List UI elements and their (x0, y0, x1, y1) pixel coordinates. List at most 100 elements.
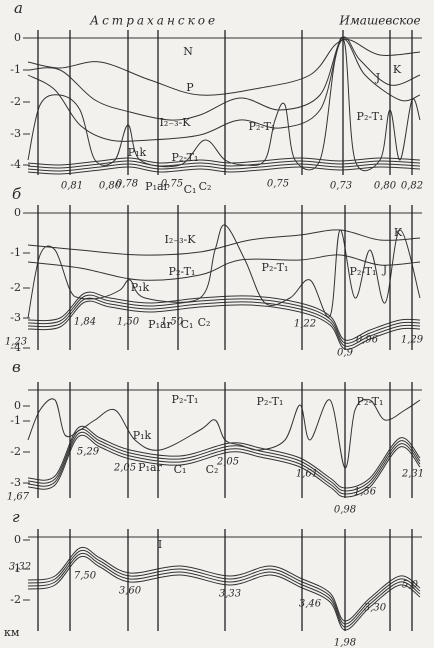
depth-tick-label: -2 (10, 281, 21, 294)
layer-label: C₂ (199, 180, 212, 193)
locality: Астраханское (89, 14, 218, 28)
well-value: 2,05 (216, 457, 239, 468)
well-value: 2,31 (401, 469, 424, 480)
base-horizon (27, 291, 421, 341)
well-value: 0,98 (334, 505, 356, 516)
well-value: 0,96 (356, 335, 379, 346)
depth-tick-label: -2 (10, 445, 21, 458)
well-value: 1,67 (7, 492, 30, 503)
well-value: 0,75 (161, 179, 183, 190)
depth-tick-label: 0 (14, 533, 21, 546)
well-value: 1,56 (354, 487, 377, 498)
layer-label: P₂-T₁ (172, 393, 199, 406)
well-value: 3,30 (364, 603, 387, 614)
well-value: 1,98 (334, 638, 356, 648)
horizon (27, 36, 421, 121)
depth-tick-label: -4 (10, 341, 21, 354)
base-horizon (27, 300, 421, 350)
depth-tick-label: 0 (14, 206, 21, 219)
layer-label: C₂ (206, 463, 219, 476)
well-value: 5,29 (77, 447, 100, 458)
base-horizon (27, 434, 421, 498)
well-value: 5,0 (402, 580, 419, 591)
well-value: 1,29 (401, 335, 424, 346)
layer-label: P₁k (128, 146, 147, 159)
well-value: 3,60 (119, 586, 142, 597)
layer-label: I₂₋₃-K (165, 233, 197, 246)
layer-label: N (183, 45, 193, 58)
base-horizon (27, 555, 421, 631)
layer-label: P₂-T₁ (257, 395, 284, 408)
layer-label: K (393, 63, 402, 76)
depth-tick-label: -2 (10, 95, 21, 108)
layer-label: C₁ (181, 318, 194, 331)
layer-label: J (382, 263, 387, 276)
panel-letter: б (12, 185, 22, 203)
well-value: 0,82 (401, 181, 423, 192)
depth-tick-label: -1 (10, 246, 21, 259)
base-horizon (27, 546, 421, 622)
well-value: 1,50 (161, 317, 184, 328)
locality: Имашевское (338, 14, 420, 28)
depth-tick-label: -4 (10, 158, 21, 171)
well-value: 3,33 (219, 589, 241, 600)
layer-label: K (394, 226, 403, 239)
well-value: 0,75 (267, 179, 289, 190)
layer-label: P (186, 81, 194, 94)
well-value: 3,46 (299, 599, 322, 610)
well-value: 3,32 (9, 562, 31, 573)
well-value: 0,78 (116, 179, 138, 190)
panel-letter: г (12, 508, 20, 526)
horizon (27, 224, 421, 319)
layer-label: P₂-T₁ (262, 261, 289, 274)
horizon (27, 38, 421, 142)
well-value: 0,81 (61, 181, 83, 192)
layer-label: P₂-T₁ (357, 395, 384, 408)
depth-tick-label: 0 (14, 31, 21, 44)
depth-tick-label: 0 (14, 399, 21, 412)
depth-tick-label: -3 (10, 127, 21, 140)
depth-tick-label: -3 (10, 311, 21, 324)
base-horizon (27, 425, 421, 489)
layer-label: P₁k (133, 429, 152, 442)
layer-label: P₁ar (145, 180, 169, 193)
base-horizon (27, 428, 421, 492)
well-value: 0,80 (374, 181, 397, 192)
well-value: 0,80 (99, 181, 122, 192)
horizon (27, 36, 421, 172)
layer-label: P₁ar (148, 318, 172, 331)
layer-label: C₁ (174, 463, 187, 476)
panel-letter: в (12, 358, 21, 376)
layer-label: P₂-T₁ (172, 151, 199, 164)
base-horizon (27, 431, 421, 495)
base-horizon (27, 297, 421, 347)
depth-tick-label: -1 (10, 63, 21, 76)
well-value: 0,9 (337, 348, 354, 359)
depth-tick-label: -1 (10, 414, 21, 427)
horizon (27, 229, 421, 256)
well-value: 0,73 (330, 181, 352, 192)
layer-label: C₂ (198, 316, 211, 329)
well-value: 1,22 (294, 319, 316, 330)
well-value: 1,61 (296, 469, 318, 480)
well-value: 2,05 (113, 463, 136, 474)
depth-tick-label: -2 (10, 593, 21, 606)
base-horizon (27, 552, 421, 628)
depth-tick-label: -1 (10, 562, 21, 575)
panel-letter: а (14, 0, 23, 17)
layer-label: P₂-T₁ (169, 265, 196, 278)
layer-label: I (158, 538, 162, 551)
layer-label: P₁k (131, 281, 150, 294)
well-value: 1,23 (5, 337, 27, 348)
layer-label: J (375, 71, 380, 84)
layer-label: P₂-T₁ (350, 265, 377, 278)
depth-tick-label: -3 (10, 476, 21, 489)
depth-unit: км (4, 626, 20, 639)
layer-label: P₁ar (138, 461, 162, 474)
well-value: 7,50 (74, 571, 97, 582)
base-horizon (27, 549, 421, 625)
layer-label: P₂-T₁ (357, 110, 384, 123)
horizon (27, 254, 421, 281)
well-value: 1,84 (74, 317, 96, 328)
